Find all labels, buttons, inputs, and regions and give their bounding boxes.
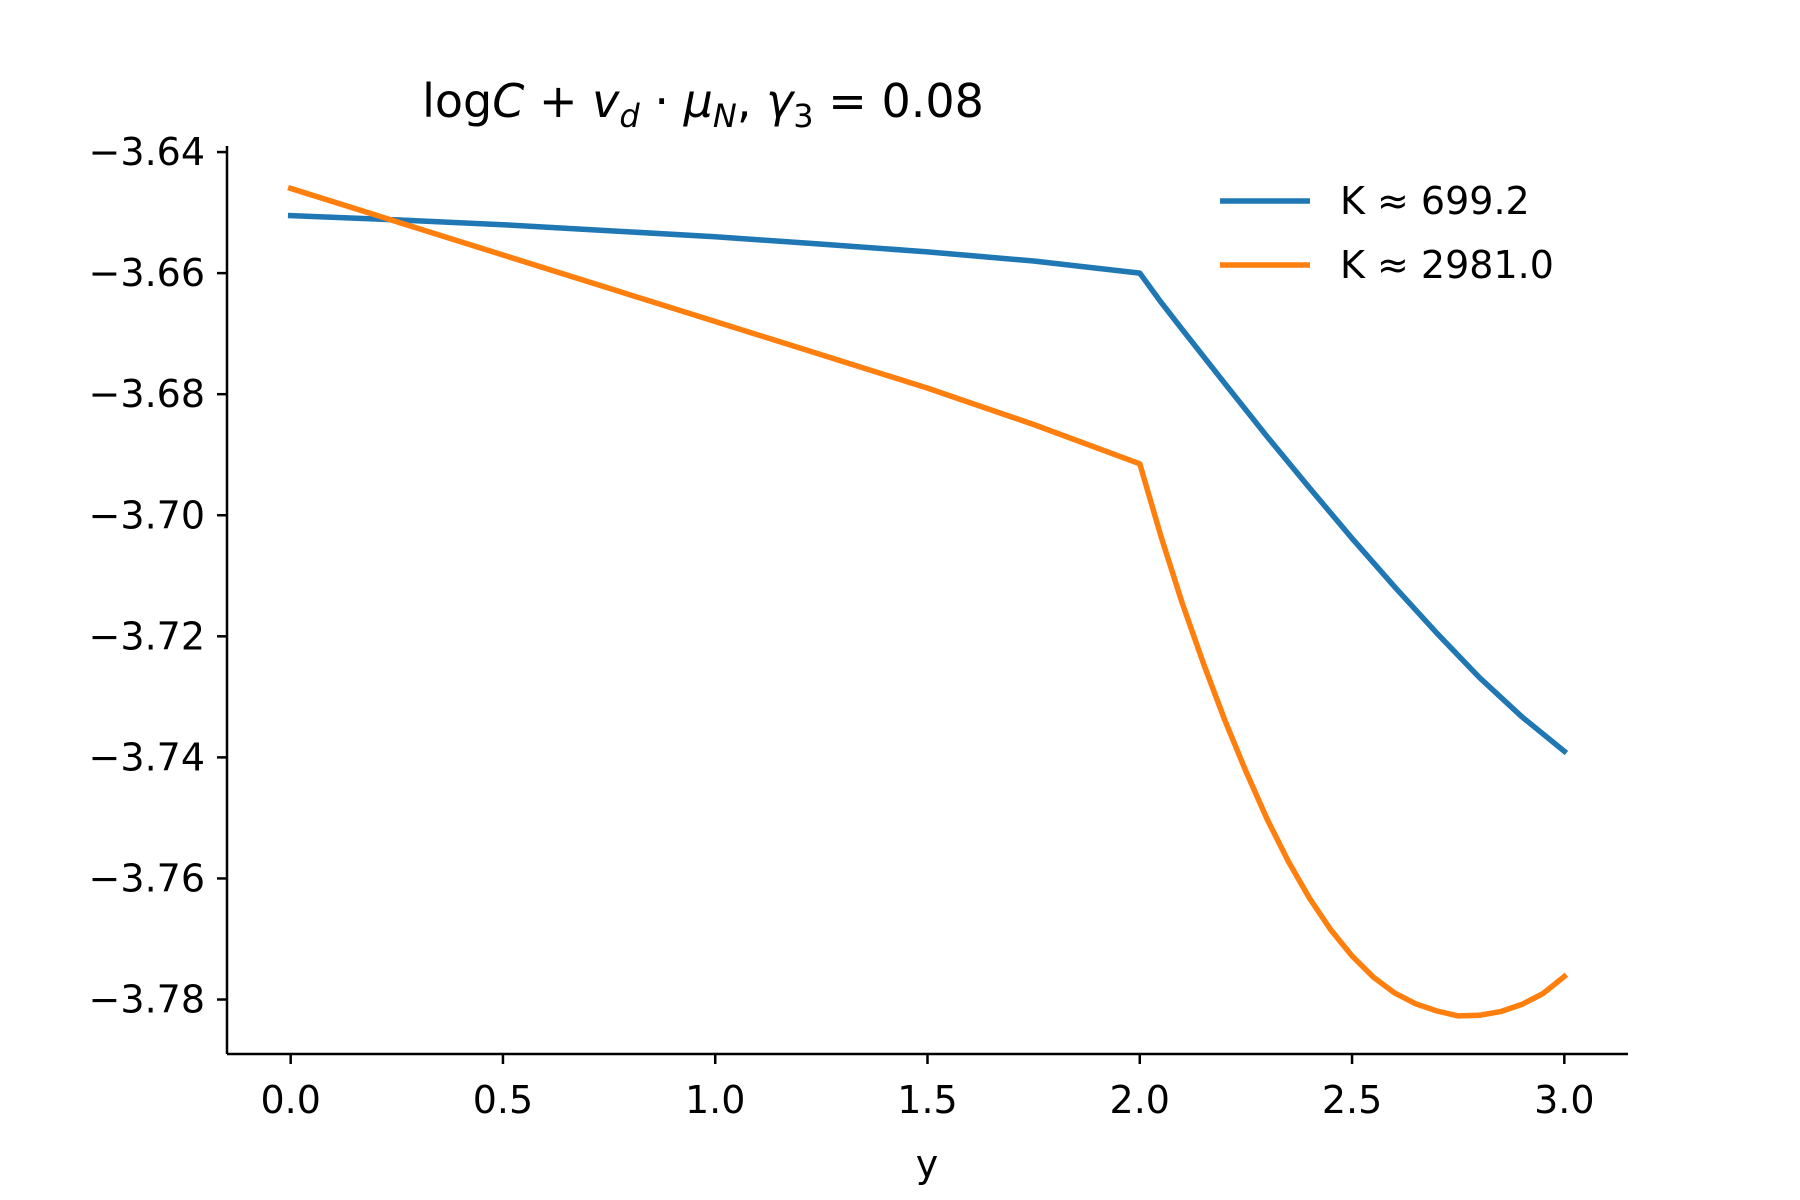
x-tick-label: 0.0 <box>260 1078 320 1122</box>
x-axis-label: y <box>916 1142 939 1186</box>
x-tick-label: 1.5 <box>897 1078 957 1122</box>
x-tick-label: 3.0 <box>1534 1078 1594 1122</box>
y-tick-label: −3.76 <box>89 856 205 900</box>
series-line-0 <box>287 212 1569 756</box>
x-tick-label: 1.0 <box>685 1078 745 1122</box>
y-tick-label: −3.64 <box>89 130 205 174</box>
y-tick-label: −3.68 <box>89 372 205 416</box>
y-tick-label: −3.72 <box>89 614 205 658</box>
y-tick-label: −3.66 <box>89 251 205 295</box>
legend-label-0: K ≈ 699.2 <box>1340 179 1530 223</box>
x-tick-label: 0.5 <box>473 1078 533 1122</box>
y-tick-label: −3.70 <box>89 493 205 537</box>
legend: K ≈ 699.2 K ≈ 2981.0 <box>1220 179 1554 287</box>
chart-title: logC + vd · μN, γ3 = 0.08 <box>422 74 984 135</box>
x-tick-label: 2.5 <box>1322 1078 1382 1122</box>
y-tick-label: −3.74 <box>89 735 205 779</box>
y-axis-ticks: −3.64 −3.66 −3.68 −3.70 −3.72 −3.74 −3.76 −3.78 <box>89 130 227 1022</box>
series-line-1 <box>287 184 1569 1019</box>
x-axis-ticks: 0.0 0.5 1.0 1.5 2.0 2.5 3.0 <box>260 1054 1595 1122</box>
y-tick-label: −3.78 <box>89 978 205 1022</box>
series-lines <box>287 184 1569 1019</box>
x-tick-label: 2.0 <box>1110 1078 1170 1122</box>
legend-label-1: K ≈ 2981.0 <box>1340 243 1554 287</box>
